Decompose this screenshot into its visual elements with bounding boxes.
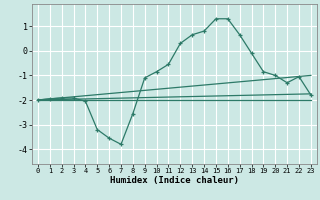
X-axis label: Humidex (Indice chaleur): Humidex (Indice chaleur) (110, 176, 239, 185)
